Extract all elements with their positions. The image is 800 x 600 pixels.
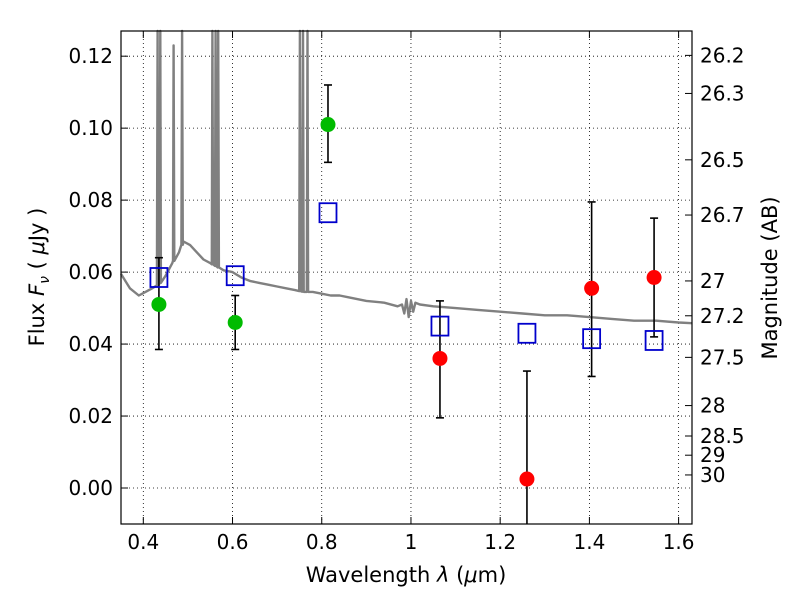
green-data-point xyxy=(320,117,336,133)
green-data-point xyxy=(151,296,167,312)
blue-model-point xyxy=(225,265,245,287)
y-tick-label: 0.10 xyxy=(68,116,113,140)
y-axis-title: Flux Fν ( μJy ) xyxy=(25,208,53,347)
blue-model-point xyxy=(644,330,664,351)
ticks xyxy=(121,31,692,524)
red-data-point xyxy=(646,270,662,285)
y2-tick-label: 27.5 xyxy=(700,345,745,369)
y2-tick-label: 30 xyxy=(700,463,725,487)
y2-tick-label: 27 xyxy=(700,269,725,293)
plot-frame xyxy=(120,30,693,525)
green-data-point xyxy=(227,314,243,330)
x-tick-label: 0.6 xyxy=(217,530,249,554)
blue-model-point xyxy=(582,328,602,350)
x-tick-label: 0.8 xyxy=(306,530,338,554)
y2-tick-label: 28 xyxy=(700,394,725,418)
y2-tick-label: 26.3 xyxy=(700,81,745,105)
y2-axis-title: Magnitude (AB) xyxy=(758,196,782,359)
grid xyxy=(121,31,692,524)
x-tick-label: 1.6 xyxy=(663,530,695,554)
y2-tick-label: 26.2 xyxy=(700,43,745,67)
blue-model-point xyxy=(517,322,537,344)
y-tick-label: 0.02 xyxy=(68,404,113,428)
y-tick-label: 0.04 xyxy=(68,332,113,356)
markers xyxy=(149,117,664,487)
red-data-point xyxy=(519,471,535,487)
y2-tick-label: 26.7 xyxy=(700,203,745,227)
y-tick-label: 0.08 xyxy=(68,188,113,212)
tick-labels: 0.4 0.6 0.8 1 1.2 1.4 1.6 0.00 0.02 0.04 0.06 0.08 0… xyxy=(68,43,744,554)
y2-tick-label: 29 xyxy=(700,443,725,467)
blue-model-point xyxy=(318,202,338,224)
y-tick-label: 0.12 xyxy=(68,44,113,68)
blue-model-point xyxy=(149,267,169,288)
x-tick-label: 1.2 xyxy=(484,530,516,554)
x-tick-label: 0.4 xyxy=(127,530,159,554)
spectrum-line xyxy=(119,29,693,325)
x-axis-title: Wavelength λ (μm) xyxy=(306,563,507,587)
x-tick-label: 1.4 xyxy=(573,530,605,554)
red-data-point xyxy=(584,280,600,296)
y-tick-label: 0.06 xyxy=(68,260,113,284)
spectrum-series xyxy=(119,29,693,325)
red-data-point xyxy=(432,350,448,366)
blue-model-point xyxy=(430,315,450,337)
y2-tick-label: 27.2 xyxy=(700,304,745,328)
x-tick-label: 1 xyxy=(405,530,418,554)
y2-tick-label: 26.5 xyxy=(700,148,745,172)
y-tick-label: 0.00 xyxy=(68,476,113,500)
y2-tick-label: 28.5 xyxy=(700,424,745,448)
